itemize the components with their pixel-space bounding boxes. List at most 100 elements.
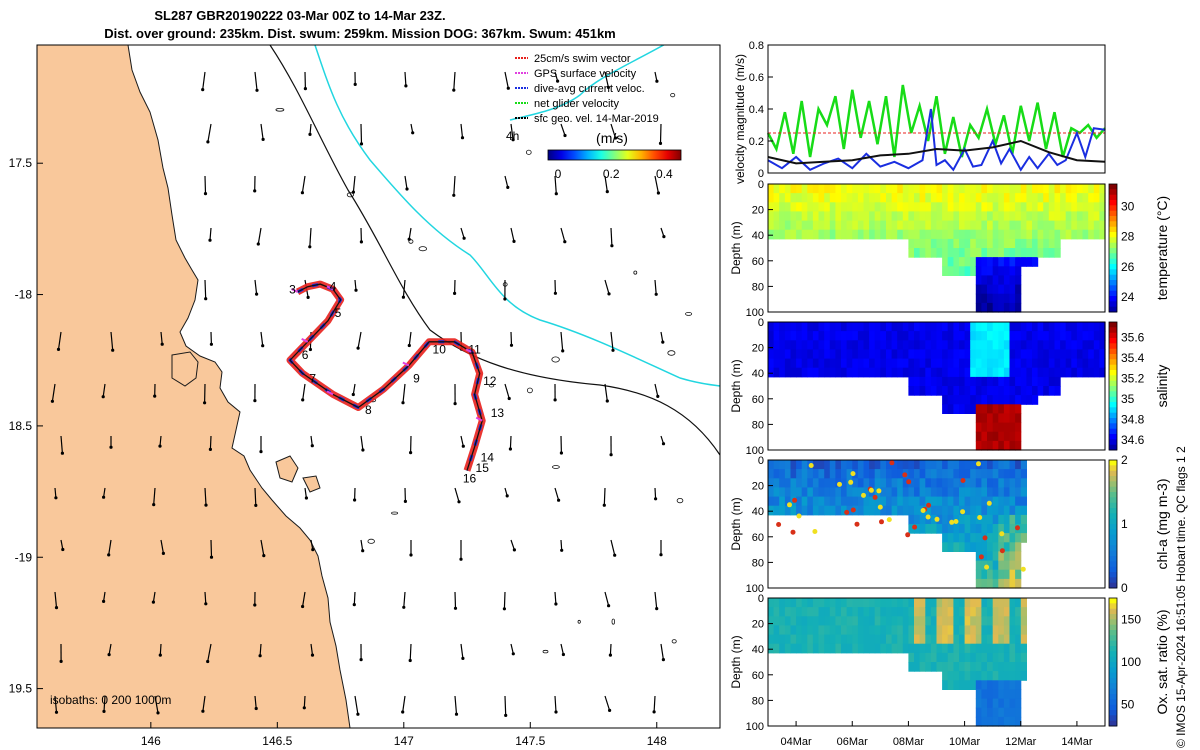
- section-cell: [970, 533, 977, 543]
- section-cell: [914, 211, 921, 222]
- section-cell: [942, 607, 949, 617]
- section-cell: [768, 505, 775, 516]
- current-arrow-head: [652, 710, 656, 714]
- section-cell: [1037, 229, 1044, 240]
- section-cell: [925, 367, 932, 378]
- section-cell: [992, 275, 999, 286]
- colorbar-segment: [1109, 550, 1117, 557]
- colorbar-segment: [1109, 226, 1117, 233]
- section-cell: [981, 376, 988, 387]
- section-cell: [784, 607, 792, 617]
- map-xtick: 148: [647, 734, 667, 748]
- section-cell: [897, 634, 904, 645]
- section-cell: [852, 496, 859, 507]
- section-cell: [975, 395, 982, 405]
- section-cell: [981, 505, 988, 516]
- section-cell: [987, 533, 994, 543]
- section-cell: [992, 202, 999, 212]
- current-arrow-head: [354, 288, 358, 292]
- section-cell: [981, 395, 988, 405]
- current-arrow: [159, 643, 162, 656]
- section-cell: [947, 625, 954, 636]
- section-cell: [790, 340, 797, 350]
- section-cell: [975, 358, 982, 369]
- section-cell: [1020, 671, 1027, 681]
- section-cell: [959, 680, 966, 690]
- reef-outline: [542, 649, 549, 654]
- current-arrow: [260, 331, 264, 346]
- section-cell: [1082, 229, 1089, 240]
- section-cell: [1088, 184, 1095, 194]
- section-cell: [1003, 184, 1011, 194]
- section-cell: [942, 331, 949, 341]
- section-cell: [925, 598, 932, 608]
- section-cell: [987, 689, 994, 700]
- section-cell: [908, 496, 915, 507]
- map-colorbar-tick: 0.4: [656, 167, 673, 181]
- section-cell: [947, 598, 954, 608]
- colorbar-segment: [1109, 635, 1117, 642]
- current-arrow-head: [608, 653, 613, 657]
- section-cell: [869, 460, 876, 470]
- section-cell: [1003, 358, 1011, 369]
- current-arrow: [207, 123, 212, 143]
- section-cell: [987, 202, 994, 212]
- section-cell: [852, 229, 859, 240]
- section-cell: [919, 524, 926, 534]
- section-cell: [970, 404, 977, 414]
- section-ytick: 20: [752, 343, 764, 355]
- current-arrow-head: [506, 86, 510, 90]
- current-arrow: [60, 539, 64, 550]
- section-cell: [987, 220, 994, 231]
- reef-outline: [525, 149, 532, 155]
- section-cell: [1003, 431, 1011, 442]
- current-arrow-head: [407, 237, 411, 241]
- section-cell: [1015, 671, 1022, 681]
- section-cell: [801, 598, 808, 608]
- section-cell: [841, 229, 848, 240]
- section-cell: [975, 652, 982, 663]
- section-cell: [1015, 431, 1022, 442]
- current-arrow-head: [204, 503, 208, 507]
- current-arrow-head: [457, 500, 461, 504]
- section-cell: [784, 358, 792, 369]
- section-cell: [992, 340, 999, 350]
- current-arrow-head: [512, 548, 517, 552]
- section-cell: [992, 716, 999, 727]
- section-cell: [1009, 395, 1016, 405]
- section-cell: [784, 643, 792, 654]
- current-arrow-head: [559, 451, 564, 455]
- current-arrow: [209, 435, 212, 450]
- section-cell: [953, 524, 960, 534]
- section-cell: [824, 616, 831, 626]
- section-cell: [1054, 238, 1061, 249]
- section-cell: [1065, 202, 1072, 212]
- section-cell: [1020, 598, 1027, 608]
- section-cell: [981, 524, 988, 534]
- colorbar-segment: [1109, 694, 1117, 700]
- section-cell: [1015, 248, 1022, 258]
- section-cell: [807, 211, 814, 222]
- colorbar-segment: [1109, 375, 1117, 382]
- section-cell: [829, 496, 836, 507]
- current-arrow-head: [659, 553, 663, 557]
- section-cell: [959, 496, 966, 507]
- section-cell: [908, 238, 915, 249]
- current-arrow: [360, 123, 363, 144]
- section-cell: [897, 349, 904, 360]
- section-cell: [779, 460, 786, 470]
- section-cell: [812, 202, 820, 212]
- section-cell: [784, 478, 792, 488]
- current-arrow-head: [454, 712, 459, 716]
- section-cell: [886, 634, 893, 645]
- section-cell: [1054, 349, 1061, 360]
- section-cell: [1076, 349, 1084, 360]
- current-arrow-head: [361, 448, 365, 452]
- section-colorbar-tick: 34.6: [1121, 433, 1145, 447]
- section-cell: [796, 496, 803, 507]
- current-arrow: [357, 331, 362, 349]
- section-cell: [1043, 193, 1050, 203]
- section-cell: [818, 349, 825, 360]
- section-cell: [852, 598, 859, 608]
